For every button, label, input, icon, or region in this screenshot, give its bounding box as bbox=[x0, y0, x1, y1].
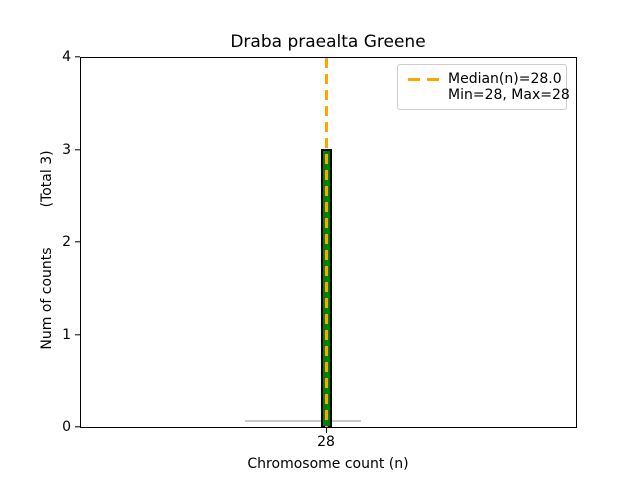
y-tick-mark bbox=[75, 333, 80, 336]
y-tick-mark bbox=[75, 148, 80, 151]
plot-area bbox=[80, 57, 577, 428]
legend-minmax-label: Min=28, Max=28 bbox=[448, 87, 570, 103]
x-axis-label: Chromosome count (n) bbox=[247, 456, 409, 472]
y-tick-mark bbox=[75, 241, 80, 243]
y-tick-label-3: 3 bbox=[62, 141, 71, 158]
legend-median-label: Median(n)=28.0 bbox=[448, 71, 562, 87]
y-axis-label-total: (Total 3) bbox=[39, 150, 55, 208]
y-tick-mark bbox=[75, 56, 80, 58]
legend-row-median: Median(n)=28.0 bbox=[408, 71, 562, 87]
dashed-line-icon bbox=[408, 77, 439, 81]
zero-bins-baseline bbox=[245, 420, 361, 422]
y-tick-label-2: 2 bbox=[62, 234, 71, 250]
legend: Median(n)=28.0 Min=28, Max=28 bbox=[397, 64, 570, 110]
x-tick-label-28: 28 bbox=[317, 434, 335, 450]
y-tick-mark bbox=[75, 426, 80, 428]
legend-row-minmax: Min=28, Max=28 bbox=[408, 87, 570, 103]
y-axis-label: Num of counts (Total 3) bbox=[39, 150, 55, 349]
chart-title: Draba praealta Greene bbox=[230, 32, 426, 52]
legend-blank-sample bbox=[408, 94, 439, 97]
x-tick-mark bbox=[325, 428, 327, 433]
median-dashed-line bbox=[325, 58, 328, 427]
y-tick-label-4: 4 bbox=[62, 49, 71, 65]
y-tick-label-1: 1 bbox=[62, 326, 71, 343]
y-tick-label-0: 0 bbox=[62, 419, 71, 435]
